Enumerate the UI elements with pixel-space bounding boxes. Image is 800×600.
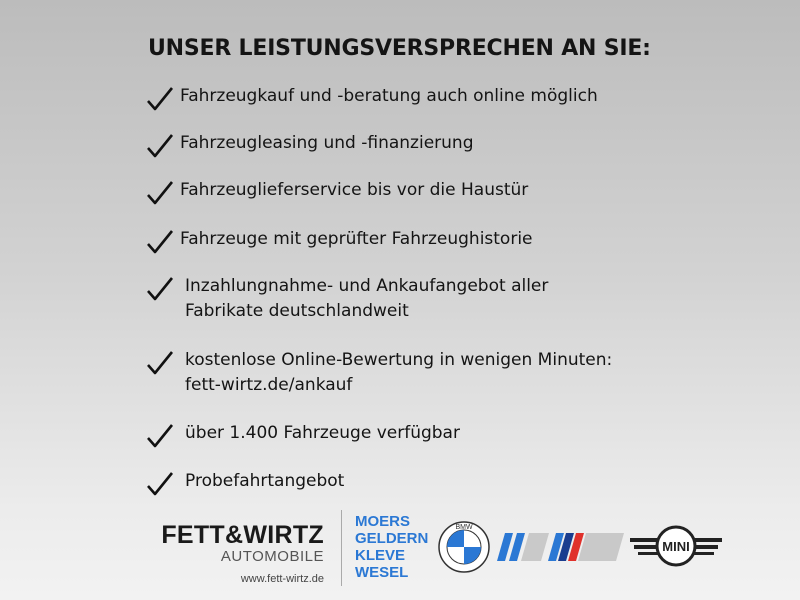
list-item-text: über 1.400 Fahrzeuge verfügbar: [185, 421, 460, 446]
bmw-m-logo: [548, 533, 624, 561]
company-name: FETT&WIRTZ: [161, 521, 324, 549]
city-wesel: WESEL: [355, 564, 409, 581]
list-item: über 1.400 Fahrzeuge verfügbar: [146, 421, 460, 449]
list-item-line: Inzahlungnahme- und Ankaufangebot aller: [185, 276, 549, 296]
list-item-line: Fahrzeugleasing und -finanzierung: [180, 133, 474, 153]
check-icon: [147, 472, 174, 496]
page-title: UNSER LEISTUNGSVERSPRECHEN AN SIE:: [148, 36, 651, 61]
check-icon: [147, 277, 174, 301]
city-geldern: GELDERN: [355, 530, 429, 547]
bmw-i-logo: [497, 533, 549, 561]
list-item: Fahrzeuglieferservice bis vor die Haustü…: [146, 178, 528, 206]
list-item-text: Fahrzeugkauf und -beratung auch online m…: [180, 84, 598, 109]
list-item: kostenlose Online-Bewertung in wenigen M…: [146, 348, 612, 398]
divider: [341, 510, 342, 586]
list-item-line: fett-wirtz.de/ankauf: [185, 375, 353, 395]
list-item: Fahrzeugleasing und -finanzierung: [146, 131, 473, 159]
list-item-line: über 1.400 Fahrzeuge verfügbar: [185, 423, 460, 443]
list-item-text: Fahrzeuglieferservice bis vor die Haustü…: [180, 178, 528, 203]
list-item-line: Fahrzeuglieferservice bis vor die Haustü…: [180, 180, 529, 200]
check-icon: [147, 351, 174, 375]
list-item-text: Fahrzeugleasing und -finanzierung: [180, 131, 473, 156]
list-item-line: Probefahrtangebot: [185, 471, 345, 491]
bmw-text: BMW: [455, 524, 473, 531]
city-kleve: KLEVE: [355, 547, 406, 564]
check-icon: [147, 424, 174, 448]
city-moers: MOERS: [355, 513, 411, 530]
check-icon: [147, 181, 174, 205]
list-item-text: Fahrzeuge mit geprüfter Fahrzeughistorie: [180, 227, 533, 252]
check-icon: [147, 134, 174, 158]
company-subtitle: AUTOMOBILE: [220, 548, 324, 565]
check-icon: [147, 230, 174, 254]
list-item-text: Inzahlungnahme- und Ankaufangebot aller F…: [185, 274, 548, 324]
list-item: Inzahlungnahme- und Ankaufangebot aller F…: [146, 274, 548, 324]
list-item-text: Probefahrtangebot: [185, 469, 344, 494]
bmw-logo: BMW: [438, 521, 490, 573]
check-icon: [147, 87, 174, 111]
fett-wirtz-logo: FETT&WIRTZ AUTOMOBILE www.fett-wirtz.de: [154, 522, 324, 585]
company-url: www.fett-wirtz.de: [240, 573, 324, 585]
list-item: Probefahrtangebot: [146, 469, 344, 497]
mini-text: MINI: [662, 539, 689, 554]
list-item-line: Fahrzeugkauf und -beratung auch online m…: [180, 86, 598, 106]
list-item-line: Fahrzeuge mit geprüfter Fahrzeughistorie: [180, 229, 533, 249]
list-item-line: kostenlose Online-Bewertung in wenigen M…: [185, 350, 613, 370]
mini-logo: MINI: [630, 525, 722, 567]
list-item-line: Fabrikate deutschlandweit: [185, 301, 409, 321]
list-item: Fahrzeugkauf und -beratung auch online m…: [146, 84, 598, 112]
list-item: Fahrzeuge mit geprüfter Fahrzeughistorie: [146, 227, 533, 255]
locations: MOERS GELDERN KLEVE WESEL: [355, 513, 428, 581]
list-item-text: kostenlose Online-Bewertung in wenigen M…: [185, 348, 612, 398]
